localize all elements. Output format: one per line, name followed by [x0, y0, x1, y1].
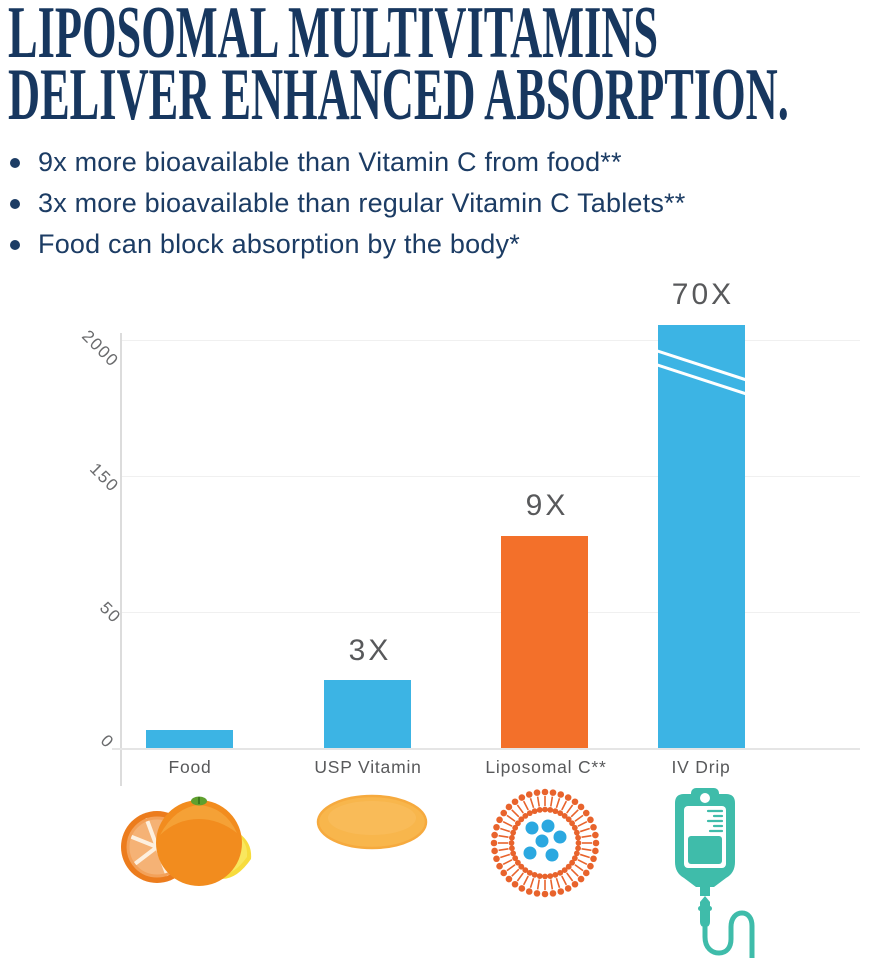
x-axis-baseline [112, 748, 860, 750]
gridline-150 [122, 476, 860, 477]
x-label-iv-drip: IV Drip [671, 757, 731, 777]
x-label-usp-vitamin: USP Vitamin [314, 757, 422, 777]
iv-bag-icon [675, 788, 755, 958]
x-label-food: Food [168, 757, 212, 777]
gridline-50 [122, 612, 860, 613]
x-label-liposomal-c: Liposomal C** [485, 757, 607, 777]
y-tick-150: 150 [86, 459, 123, 496]
gridline-2000 [122, 340, 860, 341]
tablet-pill-icon [316, 794, 428, 850]
page-title: LIPOSOMAL MULTIVITAMINS DELIVER ENHANCED… [8, 0, 875, 136]
bullet-food-block: Food can block absorption by the body* [6, 224, 685, 265]
bullet-bioavailable-tablets: 3x more bioavailable than regular Vitami… [6, 183, 685, 224]
bar-value-label-iv: 70X [671, 278, 735, 311]
bar-iv-drip [658, 325, 745, 748]
page-title-line-2: DELIVER ENHANCED ABSORPTION. [8, 54, 789, 136]
benefit-bullet-list: 9x more bioavailable than Vitamin C from… [6, 142, 685, 265]
bullet-bioavailable-food: 9x more bioavailable than Vitamin C from… [6, 142, 685, 183]
bar-usp-vitamin [324, 680, 411, 748]
axis-break-mark [658, 362, 745, 399]
oranges-and-lemon-icon [121, 796, 252, 886]
bar-value-label-usp: 3X [348, 634, 392, 667]
y-tick-2000: 2000 [78, 326, 123, 371]
y-axis-line [120, 333, 122, 786]
page-title-line-1: LIPOSOMAL MULTIVITAMINS [8, 0, 659, 74]
liposome-bilayer-icon [490, 788, 600, 898]
bar-liposomal-c [501, 536, 588, 748]
bar-value-label-liposomal: 9X [525, 489, 569, 522]
vitamin-molecule-dots [523, 819, 567, 862]
bar-food [146, 730, 233, 748]
